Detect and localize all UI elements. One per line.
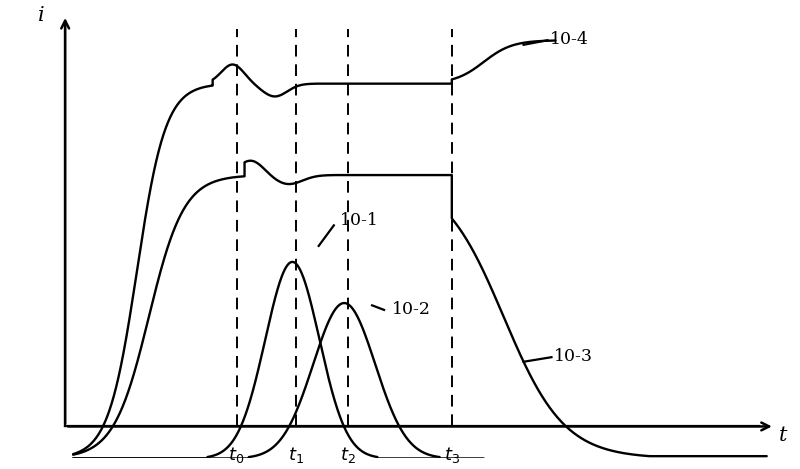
Text: $t_3$: $t_3$ bbox=[444, 445, 460, 465]
Text: $t_1$: $t_1$ bbox=[288, 445, 304, 465]
Text: t: t bbox=[778, 426, 787, 445]
Text: 10-1: 10-1 bbox=[340, 212, 379, 229]
Text: 10-2: 10-2 bbox=[392, 302, 431, 318]
Text: 10-3: 10-3 bbox=[554, 348, 593, 365]
Text: $t_2$: $t_2$ bbox=[340, 445, 356, 465]
Text: i: i bbox=[38, 6, 45, 24]
Text: 10-4: 10-4 bbox=[550, 31, 589, 48]
Text: $t_0$: $t_0$ bbox=[229, 445, 245, 465]
